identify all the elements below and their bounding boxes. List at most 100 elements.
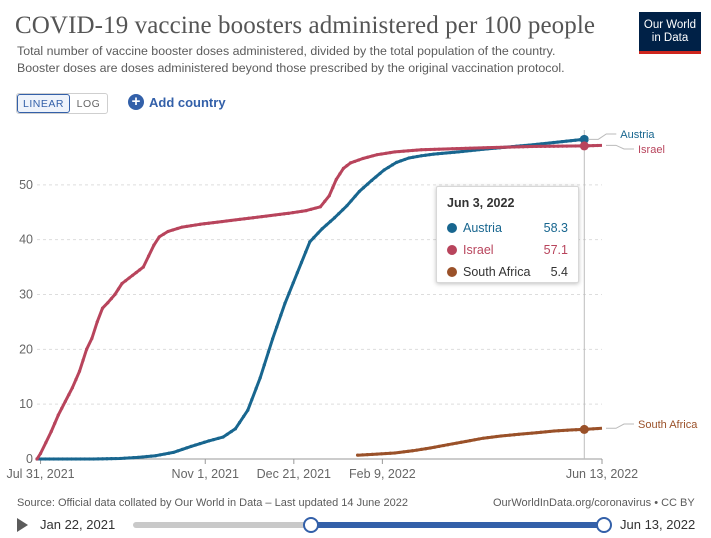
data-point-austria <box>287 291 291 295</box>
license-link[interactable]: OurWorldInData.org/coronavirus • CC BY <box>493 497 695 509</box>
data-point-israel <box>251 216 255 220</box>
owid-logo[interactable]: Our World in Data <box>639 12 701 54</box>
data-point-israel <box>38 451 43 456</box>
data-point-south-africa <box>512 433 516 437</box>
y-axis-ticks: 0 10 20 30 40 50 <box>19 178 33 466</box>
scale-toggle: LINEAR LOG <box>16 93 108 114</box>
data-point-israel <box>269 213 273 218</box>
data-point-austria <box>332 216 337 220</box>
timeline-selected-range[interactable] <box>311 522 605 528</box>
data-point-israel <box>70 386 75 390</box>
data-point-israel <box>309 207 313 211</box>
data-point-south-africa <box>543 430 547 434</box>
data-point-austria <box>361 186 366 190</box>
data-point-south-africa <box>424 447 428 451</box>
data-point-austria <box>140 455 144 459</box>
timeline-start-handle[interactable] <box>303 517 319 533</box>
data-point-austria <box>92 457 96 461</box>
data-point-south-africa <box>591 427 595 431</box>
data-point-israel <box>573 144 578 148</box>
x-tick-label-2: Dec 21, 2021 <box>257 467 331 481</box>
x-axis: Jul 31, 2021 Nov 1, 2021 Dec 21, 2021 Feb 9… <box>6 459 638 481</box>
data-point-austria <box>242 414 246 419</box>
data-point-south-africa <box>437 444 441 448</box>
tooltip-name-israel: Israel <box>463 243 494 257</box>
add-country-button[interactable]: + Add country <box>128 94 226 110</box>
data-point-israel <box>499 145 503 149</box>
data-point-israel <box>348 161 353 165</box>
data-point-austria <box>394 160 399 164</box>
data-point-austria <box>225 432 229 436</box>
data-point-israel <box>233 218 237 222</box>
tooltip-value-south-africa: 5.4 <box>550 265 568 279</box>
data-point-israel <box>450 147 454 151</box>
data-point-austria <box>560 140 564 144</box>
data-point-south-africa <box>410 449 415 453</box>
log-scale-button[interactable]: LOG <box>76 97 101 110</box>
data-point-israel <box>318 205 322 209</box>
data-point-israel <box>503 145 508 149</box>
data-point-israel <box>185 224 189 228</box>
data-point-austria <box>320 227 324 231</box>
data-point-austria <box>283 301 287 305</box>
timeline-end-label: Jun 13, 2022 <box>620 517 696 532</box>
series-layer <box>35 134 603 461</box>
data-point-israel <box>224 219 229 223</box>
data-point-austria <box>382 168 386 172</box>
data-point-israel <box>455 147 459 151</box>
data-point-israel <box>366 155 370 159</box>
data-point-israel <box>81 358 85 362</box>
data-point-austria <box>411 155 415 159</box>
tooltip-row-israel: Israel 57.1 <box>447 239 568 261</box>
y-tick-label-40: 40 <box>19 233 33 247</box>
data-point-israel <box>459 146 463 151</box>
data-point-austria <box>386 165 390 170</box>
data-point-israel <box>534 144 539 149</box>
data-point-south-africa <box>388 451 392 455</box>
data-point-south-africa <box>521 432 525 436</box>
timeline-start-label: Jan 22, 2021 <box>40 517 116 532</box>
data-point-israel <box>508 145 512 149</box>
data-point-austria <box>87 457 91 461</box>
timeline-end-handle[interactable] <box>596 517 612 533</box>
data-point-israel <box>157 235 161 239</box>
data-point-israel <box>464 146 468 150</box>
data-point-austria <box>312 235 316 240</box>
data-point-austria <box>262 363 266 367</box>
data-point-israel <box>375 153 379 157</box>
series-line-south-africa <box>357 426 603 457</box>
data-point-israel <box>433 147 437 151</box>
data-point-israel <box>109 297 113 301</box>
data-point-austria <box>136 455 140 459</box>
end-label-austria: Austria <box>620 129 655 141</box>
data-point-israel <box>60 406 64 410</box>
data-point-israel <box>415 148 419 152</box>
data-point-israel <box>127 276 131 280</box>
data-point-austria <box>198 442 202 446</box>
data-point-israel <box>379 152 384 156</box>
data-point-israel <box>56 413 60 417</box>
data-point-austria <box>428 153 432 157</box>
tooltip-value-austria: 58.3 <box>543 221 568 235</box>
data-point-austria <box>423 153 428 157</box>
y-tick-label-10: 10 <box>19 397 33 411</box>
data-point-israel <box>547 144 552 148</box>
data-point-israel <box>384 151 388 155</box>
data-point-south-africa <box>455 441 459 445</box>
data-point-israel <box>264 214 268 218</box>
data-point-austria <box>275 325 279 329</box>
data-point-austria <box>145 454 149 459</box>
data-point-israel <box>44 440 48 445</box>
data-point-israel <box>437 147 441 151</box>
data-point-south-africa <box>406 449 410 453</box>
play-icon[interactable] <box>17 518 28 532</box>
linear-scale-button[interactable]: LINEAR <box>17 94 70 113</box>
data-point-austria <box>149 454 153 458</box>
data-point-south-africa <box>574 428 578 432</box>
data-point-israel <box>260 215 264 219</box>
data-point-israel <box>370 154 374 158</box>
data-point-israel <box>556 144 560 148</box>
hover-point-south-africa <box>579 424 589 434</box>
data-point-south-africa <box>552 429 556 433</box>
data-point-south-africa <box>526 431 530 436</box>
